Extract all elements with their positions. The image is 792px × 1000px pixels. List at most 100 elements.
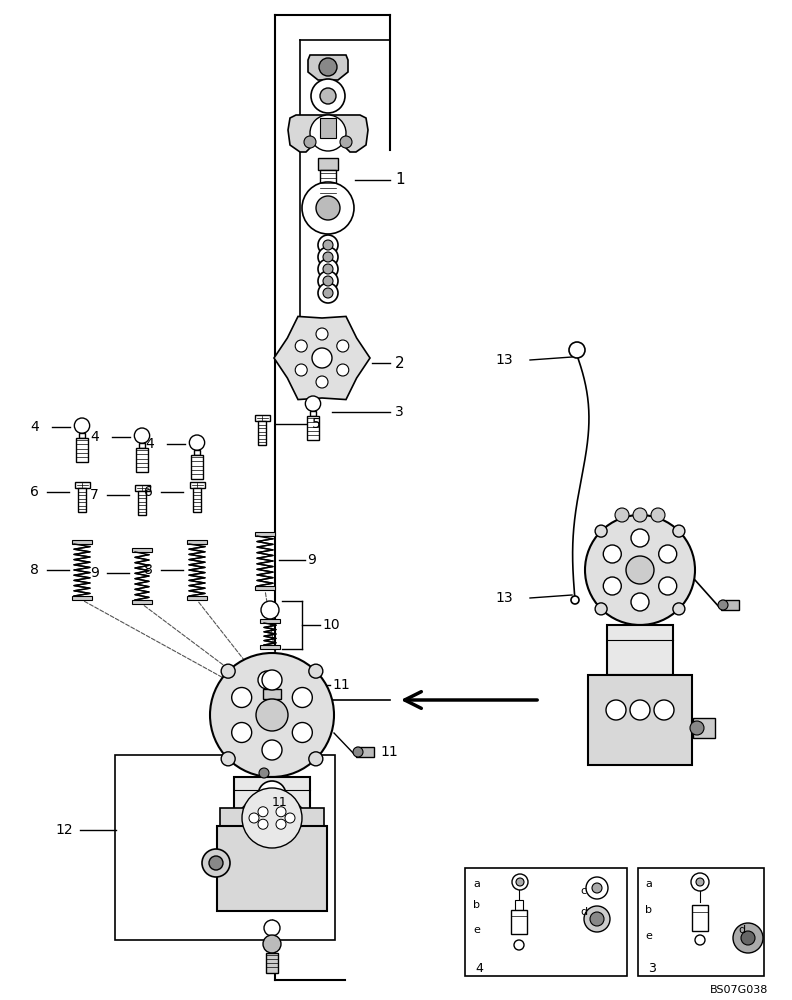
Text: 4: 4 — [145, 437, 154, 451]
Circle shape — [673, 525, 685, 537]
Circle shape — [353, 747, 363, 757]
Bar — [187, 596, 207, 600]
Circle shape — [615, 508, 629, 522]
Bar — [692, 905, 708, 931]
Circle shape — [312, 348, 332, 368]
Circle shape — [263, 935, 281, 953]
Circle shape — [309, 664, 323, 678]
Circle shape — [135, 428, 150, 443]
Circle shape — [590, 912, 604, 926]
Circle shape — [337, 364, 348, 376]
Circle shape — [311, 79, 345, 113]
Bar — [78, 433, 86, 438]
Bar — [515, 900, 523, 910]
Circle shape — [258, 671, 276, 689]
Circle shape — [695, 935, 705, 945]
Bar — [187, 540, 207, 544]
Circle shape — [516, 878, 524, 886]
Bar — [638, 868, 764, 976]
Text: a: a — [645, 879, 652, 889]
Bar — [139, 443, 146, 448]
Text: 1: 1 — [395, 172, 405, 188]
Circle shape — [654, 700, 674, 720]
Text: a: a — [473, 879, 480, 889]
Text: 13: 13 — [495, 353, 512, 367]
Bar — [266, 953, 278, 973]
Circle shape — [606, 700, 626, 720]
Circle shape — [323, 252, 333, 262]
Polygon shape — [288, 115, 368, 152]
Circle shape — [309, 752, 323, 766]
Circle shape — [261, 601, 279, 619]
Bar — [72, 596, 92, 600]
Text: 3: 3 — [648, 962, 656, 974]
Circle shape — [673, 603, 685, 615]
Circle shape — [512, 874, 528, 890]
Text: 6: 6 — [144, 485, 153, 499]
Text: 9: 9 — [90, 566, 99, 580]
Circle shape — [630, 700, 650, 720]
Text: BS07G038: BS07G038 — [710, 985, 768, 995]
Circle shape — [259, 768, 269, 778]
Circle shape — [189, 435, 204, 450]
Circle shape — [249, 813, 259, 823]
Circle shape — [633, 508, 647, 522]
Circle shape — [232, 722, 252, 742]
Circle shape — [256, 699, 288, 731]
Bar — [258, 421, 266, 445]
Circle shape — [318, 271, 338, 291]
Circle shape — [631, 593, 649, 611]
Text: d: d — [580, 907, 587, 917]
Bar — [310, 411, 316, 416]
Text: 10: 10 — [322, 618, 340, 632]
Bar — [356, 747, 374, 757]
Circle shape — [340, 136, 352, 148]
Text: 4: 4 — [90, 430, 99, 444]
Circle shape — [595, 603, 607, 615]
Circle shape — [232, 688, 252, 708]
Bar — [465, 868, 627, 976]
Bar — [136, 448, 148, 472]
Circle shape — [318, 235, 338, 255]
Circle shape — [696, 878, 704, 886]
Circle shape — [302, 182, 354, 234]
Circle shape — [221, 752, 235, 766]
Circle shape — [319, 58, 337, 76]
Circle shape — [262, 740, 282, 760]
Text: 2: 2 — [395, 356, 405, 370]
Text: d: d — [738, 925, 745, 935]
Bar — [193, 488, 200, 512]
Circle shape — [285, 813, 295, 823]
Text: 7: 7 — [90, 488, 99, 502]
Circle shape — [592, 883, 602, 893]
Text: 4: 4 — [475, 962, 483, 974]
Bar — [135, 485, 150, 491]
Polygon shape — [308, 55, 348, 80]
Bar — [320, 118, 336, 138]
Text: b: b — [473, 900, 480, 910]
Circle shape — [276, 807, 286, 817]
Circle shape — [292, 688, 312, 708]
Circle shape — [323, 276, 333, 286]
Bar — [263, 689, 281, 699]
Circle shape — [320, 88, 336, 104]
Bar — [189, 482, 204, 488]
Circle shape — [258, 781, 286, 809]
Circle shape — [276, 819, 286, 829]
Text: 9: 9 — [307, 553, 316, 567]
Bar — [217, 826, 327, 911]
Bar — [193, 450, 200, 455]
Text: 5: 5 — [312, 417, 321, 431]
Text: 6: 6 — [30, 485, 39, 499]
Circle shape — [295, 364, 307, 376]
Circle shape — [258, 819, 268, 829]
Bar — [191, 455, 203, 479]
Circle shape — [306, 396, 321, 411]
Circle shape — [318, 283, 338, 303]
Bar — [132, 548, 152, 552]
Circle shape — [202, 849, 230, 877]
Text: 11: 11 — [272, 796, 287, 808]
Circle shape — [514, 940, 524, 950]
Bar — [220, 808, 324, 826]
Circle shape — [691, 873, 709, 891]
